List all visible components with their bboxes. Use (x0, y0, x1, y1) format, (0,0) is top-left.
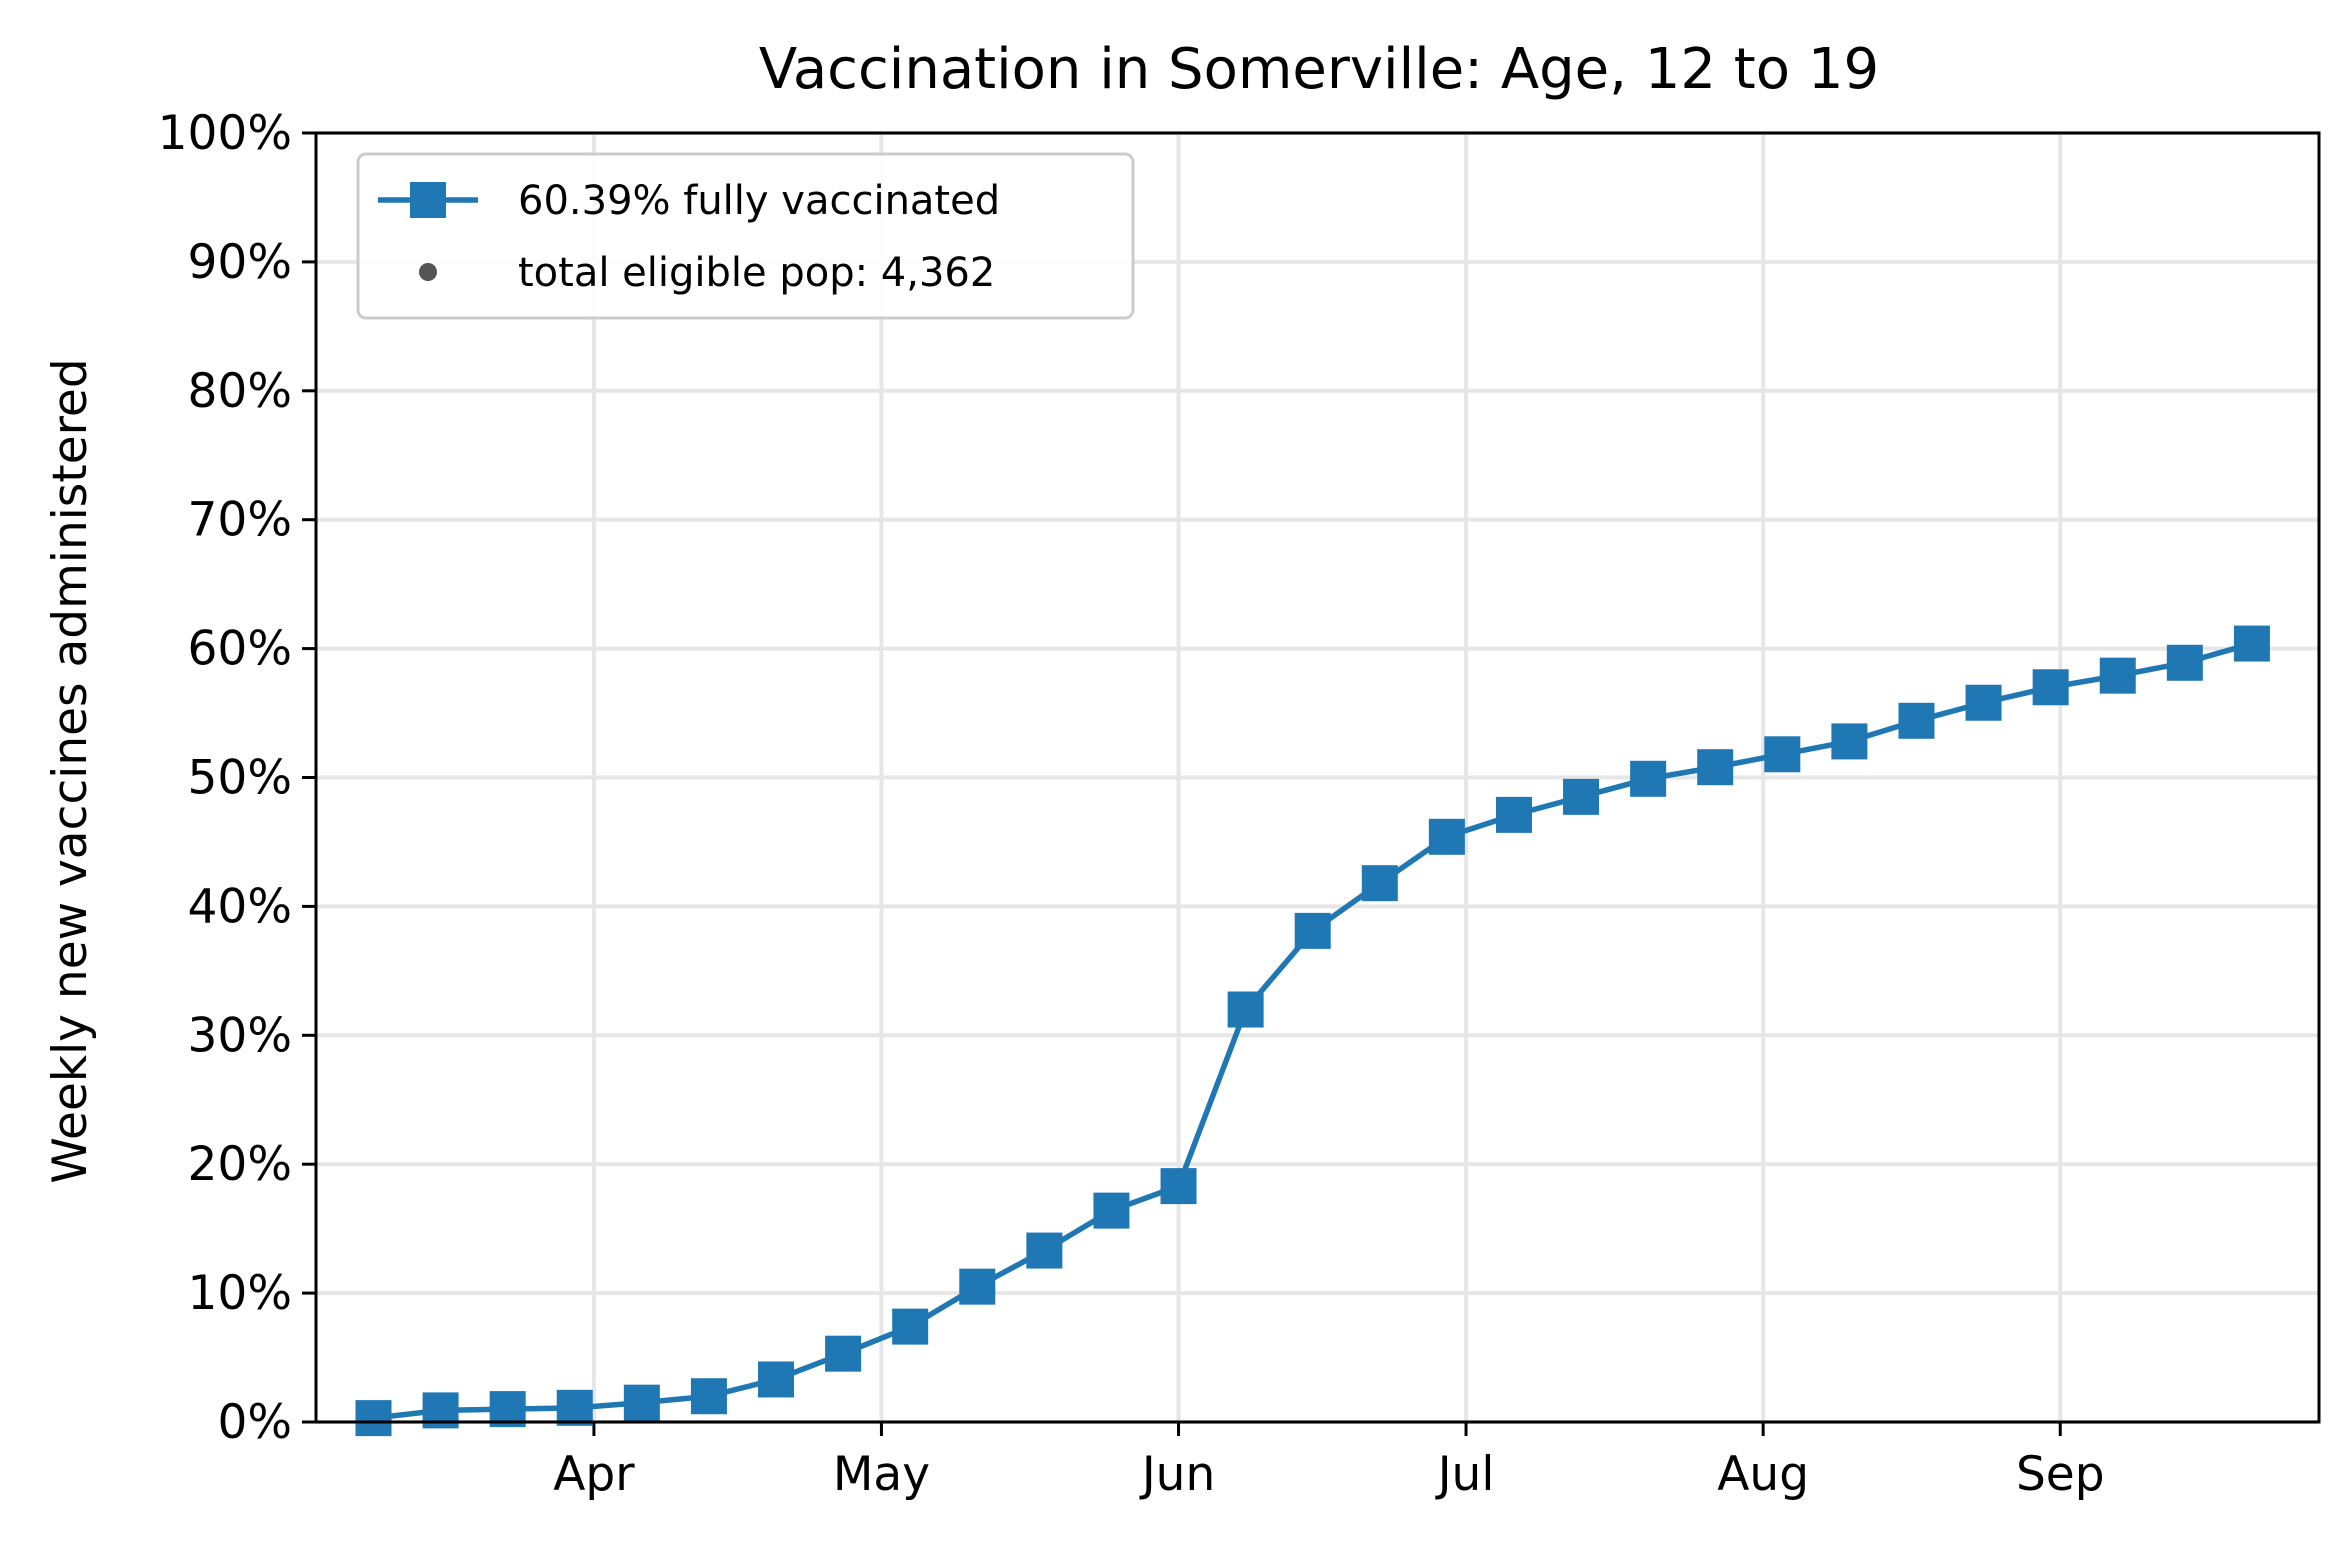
data-point-marker (2099, 657, 2136, 694)
data-point-marker (1361, 865, 1398, 902)
legend-entries: 60.39% fully vaccinated total eligible po… (378, 178, 1000, 296)
data-point-marker (1093, 1192, 1130, 1229)
y-tick-label: 40% (188, 879, 292, 934)
x-tick-label: Apr (553, 1447, 635, 1502)
y-tick-label: 80% (188, 364, 292, 419)
data-point-marker (1563, 778, 1600, 815)
y-tick-label: 100% (158, 106, 292, 161)
x-tick-label: Aug (1717, 1447, 1809, 1502)
legend-box (356, 152, 1135, 320)
data-point-marker (1428, 818, 1465, 855)
data-point-marker (556, 1389, 593, 1426)
data-point-marker (1831, 723, 1868, 760)
y-tick-label: 50% (188, 751, 292, 806)
y-tick-label: 0% (217, 1395, 292, 1450)
y-axis-label: Weekly new vaccines administered (43, 358, 98, 1183)
data-point-marker (1898, 702, 1935, 739)
data-point-marker (690, 1378, 727, 1415)
data-point-marker (1965, 684, 2002, 721)
legend-label: 60.39% fully vaccinated (518, 178, 1000, 224)
y-tick-label: 90% (188, 235, 292, 290)
x-tick-label: Jul (1435, 1447, 1495, 1502)
data-point-marker (825, 1335, 862, 1372)
y-tick-label: 70% (188, 493, 292, 548)
tick-layer: 0% 10% 20% 30% 40% 50% 60% 70% 80% 90% 100% Apr May J… (158, 106, 2105, 1502)
data-point-marker (1160, 1168, 1197, 1205)
data-point-marker (1630, 760, 1667, 797)
data-point-marker (1697, 749, 1734, 786)
data-point-marker (2032, 669, 2069, 706)
y-tick-label: 10% (188, 1266, 292, 1321)
data-point-marker (355, 1400, 392, 1437)
y-tick-label: 60% (188, 622, 292, 677)
data-point-marker (1764, 736, 1801, 773)
x-tick-label: May (833, 1447, 930, 1502)
data-point-marker (1026, 1232, 1063, 1269)
series-layer (355, 625, 2270, 1437)
y-tick-label: 20% (188, 1137, 292, 1192)
data-point-marker (892, 1308, 929, 1345)
data-point-marker (623, 1384, 660, 1421)
data-point-marker (1227, 991, 1264, 1028)
legend: 60.39% fully vaccinated total eligible po… (356, 152, 1135, 320)
legend-square-swatch (410, 182, 446, 218)
data-point-marker (1495, 796, 1532, 833)
plot-frame (314, 131, 2321, 1424)
data-point-marker (959, 1268, 996, 1305)
chart-title: Vaccination in Somerville: Age, 12 to 19 (759, 37, 1879, 102)
x-tick-label: Sep (2016, 1447, 2105, 1502)
data-point-marker (1294, 912, 1331, 949)
data-point-marker (758, 1361, 795, 1398)
legend-label: total eligible pop: 4,362 (518, 250, 995, 296)
legend-dot-swatch (419, 263, 437, 281)
x-tick-label: Jun (1139, 1447, 1215, 1502)
data-point-marker (2166, 644, 2203, 681)
y-tick-label: 30% (188, 1008, 292, 1063)
data-point-marker (2233, 625, 2270, 662)
